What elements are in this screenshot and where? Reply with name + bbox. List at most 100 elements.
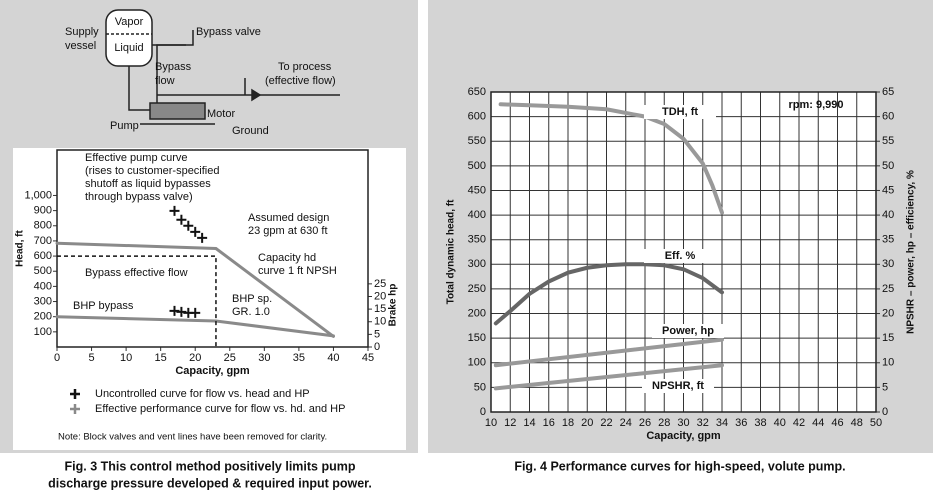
y2-tick-label: 40 xyxy=(882,209,894,221)
y-tick-label: 200 xyxy=(468,307,486,319)
x-tick-label: 22 xyxy=(600,417,612,429)
annotation: (rises to customer-specified xyxy=(85,165,220,177)
annotation: 23 gpm at 630 ft xyxy=(248,225,328,237)
y-tick-label: 100 xyxy=(468,357,486,369)
curve-label: Eff. % xyxy=(665,250,696,262)
x-tick-label: 35 xyxy=(293,352,305,364)
x-tick-label: 5 xyxy=(88,352,94,364)
marker xyxy=(197,232,208,243)
x-tick-label: 18 xyxy=(562,417,574,429)
x-tick-label: 25 xyxy=(224,352,236,364)
x-tick-label: 40 xyxy=(327,352,339,364)
marker xyxy=(169,305,180,316)
y-tick-label: 700 xyxy=(34,235,52,247)
annotation: Bypass effective flow xyxy=(85,267,188,279)
annotation: Effective pump curve xyxy=(85,152,188,164)
label: flow xyxy=(155,75,175,87)
curve xyxy=(493,363,724,391)
label-bg xyxy=(644,249,716,263)
y-tick-label: 0 xyxy=(480,406,486,418)
marker xyxy=(190,307,201,318)
x-tick-label: 32 xyxy=(697,417,709,429)
y-tick-label: 250 xyxy=(468,283,486,295)
y-tick-label: 450 xyxy=(468,184,486,196)
y2-tick-label: 60 xyxy=(882,111,894,123)
label: (effective flow) xyxy=(265,75,336,87)
y-tick-label: 500 xyxy=(468,160,486,172)
x-tick-label: 44 xyxy=(812,417,824,429)
label: Supply xyxy=(65,26,99,38)
y-tick-label: 200 xyxy=(34,311,52,323)
y2-tick-label: 5 xyxy=(374,328,380,340)
y2-tick-label: 20 xyxy=(882,307,894,319)
annotation: BHP sp. xyxy=(232,293,272,305)
label-bg xyxy=(652,324,724,338)
label: Bypass valve xyxy=(196,26,261,38)
y-tick-label: 500 xyxy=(34,265,52,277)
plot-frame xyxy=(56,149,369,348)
y-tick-label: 100 xyxy=(34,326,52,338)
label: vessel xyxy=(65,40,96,52)
x-axis-title: Capacity, gpm xyxy=(646,430,721,442)
y-tick-label: 50 xyxy=(474,381,486,393)
legend-label: Uncontrolled curve for flow vs. head and… xyxy=(95,388,310,400)
y2-tick-label: 55 xyxy=(882,135,894,147)
curve xyxy=(55,315,335,338)
y-tick-label: 400 xyxy=(468,209,486,221)
caption: Fig. 3 This control method positively li… xyxy=(65,459,356,473)
y-tick-label: 400 xyxy=(34,280,52,292)
x-tick-label: 34 xyxy=(716,417,728,429)
x-tick-label: 45 xyxy=(362,352,374,364)
caption: discharge pressure developed & required … xyxy=(48,476,372,490)
x-tick-label: 46 xyxy=(831,417,843,429)
y-axis-title: Head, ft xyxy=(15,229,26,266)
y2-tick-label: 0 xyxy=(374,341,380,353)
marker xyxy=(176,214,187,225)
y2-tick-label: 50 xyxy=(882,160,894,172)
label-bg xyxy=(644,105,716,119)
note: Note: Block valves and vent lines have b… xyxy=(58,432,327,443)
y2-tick-label: 45 xyxy=(882,184,894,196)
x-tick-label: 30 xyxy=(677,417,689,429)
x-tick-label: 50 xyxy=(870,417,882,429)
annotation: GR. 1.0 xyxy=(232,306,270,318)
x-tick-label: 26 xyxy=(639,417,651,429)
y-tick-label: 300 xyxy=(468,258,486,270)
legend-marker xyxy=(70,404,80,414)
y2-tick-label: 5 xyxy=(882,381,888,393)
y-tick-label: 300 xyxy=(34,295,52,307)
marker xyxy=(176,306,187,317)
y-tick-label: 900 xyxy=(34,205,52,217)
y2-axis-title: NPSHR – power, hp – efficiency, % xyxy=(906,170,917,334)
label: Pump xyxy=(110,120,139,132)
curve xyxy=(498,102,724,215)
y2-tick-label: 65 xyxy=(882,86,894,98)
y-tick-label: 650 xyxy=(468,86,486,98)
x-tick-label: 36 xyxy=(735,417,747,429)
marker xyxy=(169,205,180,216)
y-tick-label: 550 xyxy=(468,135,486,147)
y-tick-label: 1,000 xyxy=(24,189,52,201)
label: Bypass xyxy=(155,61,192,73)
x-tick-label: 24 xyxy=(620,417,632,429)
y-tick-label: 600 xyxy=(468,111,486,123)
curve-label: TDH, ft xyxy=(662,106,698,118)
marker xyxy=(190,226,201,237)
label-bg xyxy=(642,379,714,393)
x-tick-label: 15 xyxy=(155,352,167,364)
x-tick-label: 40 xyxy=(774,417,786,429)
y2-tick-label: 35 xyxy=(882,234,894,246)
curve-label: Power, hp xyxy=(662,325,714,337)
x-tick-label: 16 xyxy=(543,417,555,429)
legend-label: Effective performance curve for flow vs.… xyxy=(95,403,345,415)
caption: Fig. 4 Performance curves for high-speed… xyxy=(514,459,845,473)
label: Ground xyxy=(232,125,269,137)
plot-frame xyxy=(490,91,877,413)
legend-marker xyxy=(70,389,80,399)
curve xyxy=(55,241,335,338)
y-tick-label: 150 xyxy=(468,332,486,344)
diagram xyxy=(105,9,340,125)
curve-label: NPSHR, ft xyxy=(652,380,704,392)
annotation: rpm: 9,990 xyxy=(788,99,843,111)
